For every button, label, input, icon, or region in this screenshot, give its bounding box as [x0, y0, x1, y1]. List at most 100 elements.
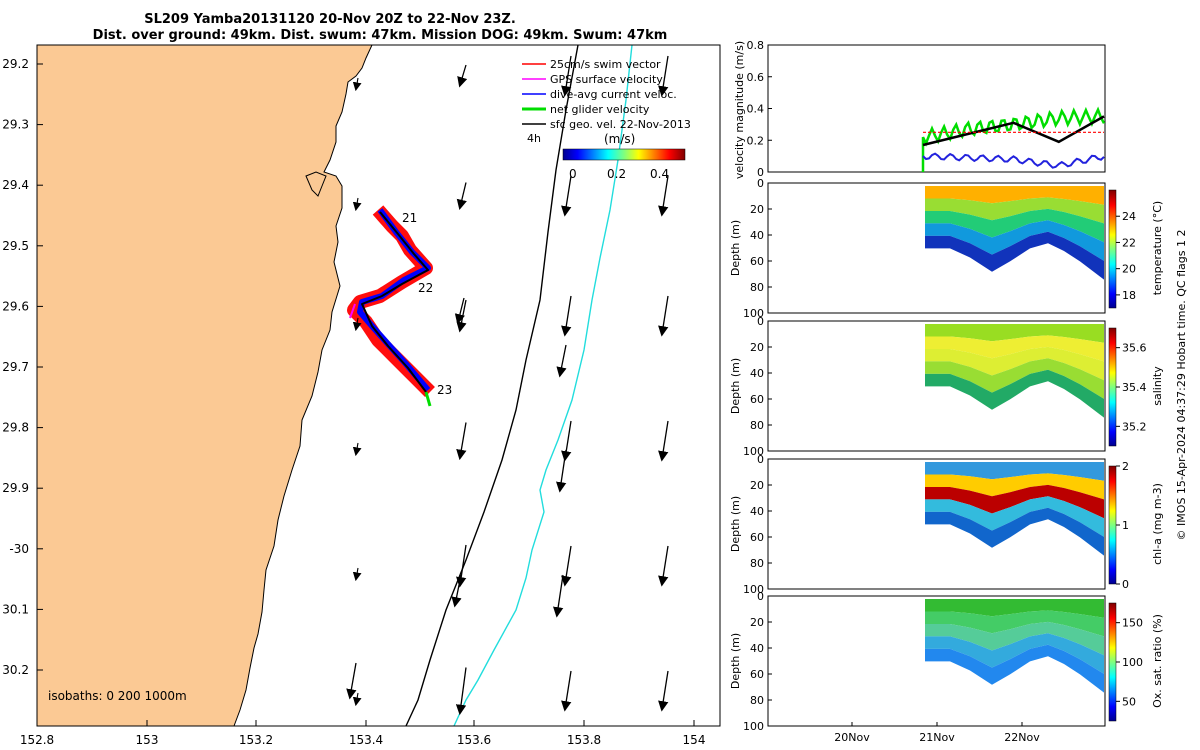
depth-tick-label: 100 — [743, 445, 764, 458]
colorbar-tick-label: 35.4 — [1122, 381, 1147, 394]
depth-ylabel: Depth (m) — [729, 633, 742, 689]
map-legend: 25cm/s swim vector GPS surface velocity di… — [522, 58, 691, 131]
figure-subtitle: Dist. over ground: 49km. Dist. swum: 47k… — [92, 28, 668, 43]
temp-section-panel: 0 20 40 60 80 100 Depth (m) 18 20 22 24 temperature… — [729, 177, 1164, 320]
isobaths-label: isobaths: 0 200 1000m — [48, 689, 187, 703]
time-tick-label: 22Nov — [1004, 731, 1040, 744]
lat-tick-label: 30.2 — [2, 663, 29, 677]
lon-tick-label: 153.4 — [349, 733, 383, 747]
ox-section-panel: 0 20 40 60 80 100 Depth (m) 50 100 150 Ox. sat. ra… — [729, 590, 1164, 733]
depth-tick-label: 20 — [750, 479, 764, 492]
colorbar-tick-label: 24 — [1122, 210, 1136, 223]
chl-colorbar-label: chl-a (mg m-3) — [1151, 483, 1164, 565]
depth-tick-label: 0 — [757, 453, 764, 466]
depth-ylabel: Depth (m) — [729, 358, 742, 414]
lat-tick-label: 30.1 — [2, 602, 29, 616]
colorbar-tick-label: 35.2 — [1122, 420, 1147, 433]
velocity-tick-label: 0.4 — [747, 103, 765, 116]
sal-section-panel: 0 20 40 60 80 100 Depth (m) 35.2 35.4 35.6 salinit… — [729, 315, 1164, 458]
colorbar-tick: 0.4 — [650, 167, 669, 181]
geostrophic-arrows — [346, 55, 669, 716]
depth-tick-label: 60 — [750, 393, 764, 406]
lon-tick-label: 153.2 — [239, 733, 273, 747]
lon-tick-label: 153 — [136, 733, 159, 747]
depth-tick-label: 0 — [757, 590, 764, 603]
legend-entry: net glider velocity — [550, 103, 650, 116]
depth-tick-label: 0 — [757, 177, 764, 190]
time-tick-label: 20Nov — [834, 731, 870, 744]
colorbar-tick-label: 22 — [1122, 236, 1136, 249]
day-label-21: 21 — [402, 211, 417, 225]
depth-tick-label: 20 — [750, 616, 764, 629]
chl-section-panel: 0 20 40 60 80 100 Depth (m) 0 1 2 chl-a (mg m-3) — [729, 453, 1164, 596]
velocity-tick-label: 0.6 — [747, 71, 765, 84]
colorbar-tick: 0 — [569, 167, 577, 181]
lon-tick-label: 153.6 — [457, 733, 491, 747]
colorbar-tick: 0.2 — [607, 167, 626, 181]
chl-colorbar — [1108, 465, 1117, 585]
day-label-23: 23 — [437, 383, 452, 397]
velocity-series-line — [922, 115, 1105, 147]
velocity-tick-label: 0.8 — [747, 39, 765, 52]
colorbar-tick-label: 100 — [1122, 656, 1143, 669]
sal-colorbar — [1108, 327, 1117, 447]
lat-tick-label: 29.7 — [2, 360, 29, 374]
colorbar-tick-label: 35.6 — [1122, 342, 1147, 355]
depth-tick-label: 80 — [750, 557, 764, 570]
depth-tick-label: 100 — [743, 720, 764, 733]
time-scale-label: 4h — [527, 132, 541, 145]
velocity-ylabel: velocity magnitude (m/s) — [733, 41, 746, 179]
depth-tick-label: 100 — [743, 307, 764, 320]
sal-colorbar-label: salinity — [1151, 366, 1164, 406]
legend-entry: sfc geo. vel. 22-Nov-2013 — [550, 118, 691, 131]
glider-track — [347, 205, 435, 407]
ox-colorbar — [1108, 602, 1117, 722]
lat-tick-label: 29.8 — [2, 421, 29, 435]
colorbar-tick-label: 18 — [1122, 289, 1136, 302]
depth-tick-label: 60 — [750, 531, 764, 544]
temp-colorbar-label: temperature (°C) — [1151, 201, 1164, 295]
credit-line: © IMOS 15-Apr-2024 04:37:29 Hobart time.… — [1175, 230, 1188, 541]
lat-tick-label: 29.9 — [2, 481, 29, 495]
time-tick-label: 21Nov — [919, 731, 955, 744]
depth-tick-label: 40 — [750, 229, 764, 242]
depth-tick-label: 80 — [750, 281, 764, 294]
depth-tick-label: 40 — [750, 642, 764, 655]
legend-entry: GPS surface velocity — [550, 73, 663, 86]
lat-tick-label: 29.4 — [2, 178, 29, 192]
velocity-tick-label: 0 — [757, 166, 764, 179]
depth-tick-label: 40 — [750, 505, 764, 518]
colorbar-tick-label: 0 — [1122, 578, 1129, 591]
day-label-22: 22 — [418, 281, 433, 295]
lat-tick-label: -30 — [9, 542, 29, 556]
colorbar-tick-label: 20 — [1122, 263, 1136, 276]
isobath-200m — [405, 44, 579, 727]
velocity-tick-label: 0.2 — [747, 134, 765, 147]
lat-tick-label: 29.3 — [2, 118, 29, 132]
isobath-1000m — [453, 44, 633, 727]
colorbar-unit: (m/s) — [604, 132, 635, 146]
depth-tick-label: 40 — [750, 367, 764, 380]
time-axis: 20Nov 21Nov 22Nov — [834, 722, 1040, 744]
lat-tick-label: 29.6 — [2, 299, 29, 313]
colorbar-tick-label: 1 — [1122, 519, 1129, 532]
lon-tick-label: 154 — [683, 733, 706, 747]
velocity-series-line — [922, 152, 1105, 169]
lat-tick-label: 29.2 — [2, 57, 29, 71]
temp-colorbar — [1108, 189, 1117, 309]
legend-entry: dive-avg current veloc. — [550, 88, 677, 101]
ox-colorbar-label: Ox. sat. ratio (%) — [1151, 614, 1164, 708]
speed-colorbar — [562, 148, 686, 161]
land-area — [36, 44, 373, 727]
figure-title: SL209 Yamba20131120 20-Nov 20Z to 22-Nov… — [144, 12, 516, 27]
depth-tick-label: 0 — [757, 315, 764, 328]
colorbar-tick-label: 2 — [1122, 460, 1129, 473]
legend-entry: 25cm/s swim vector — [550, 58, 661, 71]
lon-tick-label: 153.8 — [567, 733, 601, 747]
depth-tick-label: 20 — [750, 203, 764, 216]
colorbar-tick-label: 150 — [1122, 617, 1143, 630]
depth-tick-label: 80 — [750, 419, 764, 432]
velocity-panel: 0 0.2 0.4 0.6 0.8 velocity magnitude (m/s) — [733, 39, 1106, 179]
depth-tick-label: 60 — [750, 668, 764, 681]
